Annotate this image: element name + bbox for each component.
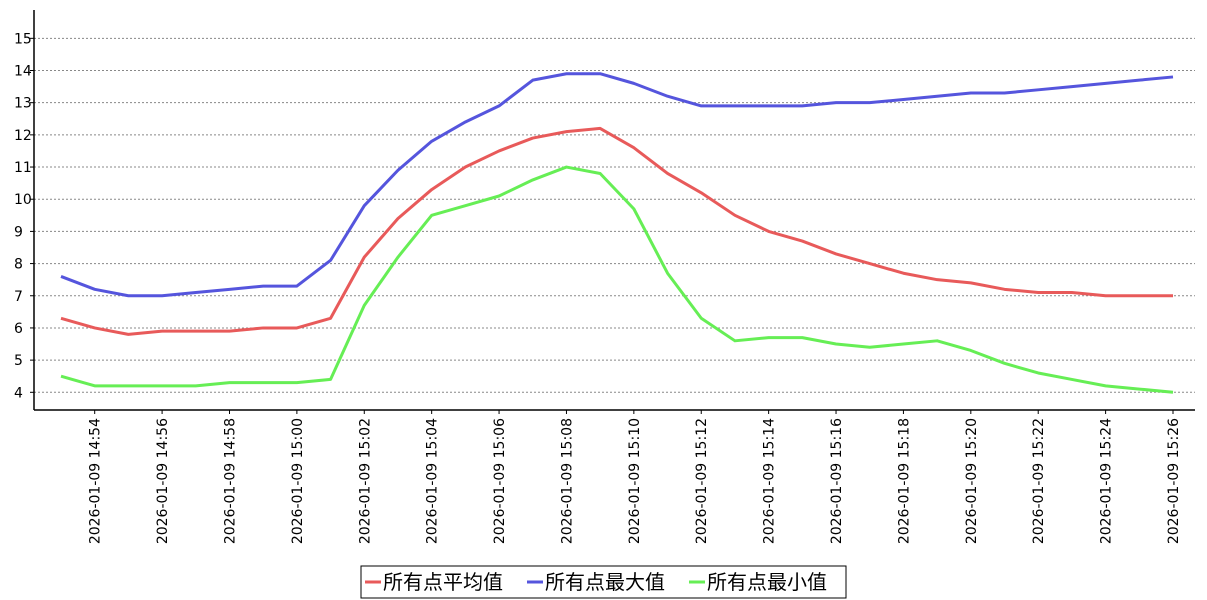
x-tick-label: 2026-01-09 15:06: [492, 418, 508, 544]
y-tick-label: 6: [14, 321, 23, 337]
y-tick-label: 5: [14, 353, 23, 369]
x-tick-label: 2026-01-09 15:22: [1031, 418, 1047, 544]
x-tick-label: 2026-01-09 15:08: [559, 418, 575, 544]
x-tick-label: 2026-01-09 14:56: [155, 418, 171, 544]
x-tick-label: 2026-01-09 15:14: [762, 418, 778, 544]
legend-label: 所有点最小值: [707, 570, 827, 594]
y-tick-label: 14: [14, 63, 32, 79]
series-line: [60, 126, 1173, 336]
x-tick-label: 2026-01-09 15:10: [627, 418, 643, 544]
x-tick-label: 2026-01-09 15:18: [896, 418, 912, 544]
y-tick-label: 11: [14, 160, 32, 176]
x-tick-label: 2026-01-09 14:58: [222, 418, 238, 544]
y-tick-label: 13: [14, 96, 32, 112]
legend-label: 所有点最大值: [545, 570, 665, 594]
x-tick-label: 2026-01-09 14:54: [88, 418, 104, 544]
x-tick-label: 2026-01-09 15:04: [425, 418, 441, 544]
y-tick-label: 12: [14, 128, 32, 144]
legend: 所有点平均值 所有点最大值 所有点最小值: [360, 565, 847, 599]
y-tick-label: 10: [14, 192, 32, 208]
x-tick-label: 2026-01-09 15:20: [964, 418, 980, 544]
x-tick-label: 2026-01-09 15:02: [357, 418, 373, 544]
y-tick-label: 9: [14, 224, 23, 240]
y-tick-label: 7: [14, 289, 23, 305]
legend-box: [360, 565, 847, 599]
legend-label: 所有点平均值: [383, 570, 503, 594]
y-tick-label: 4: [14, 385, 23, 401]
series-line: [60, 72, 1174, 298]
x-tick-label: 2026-01-09 15:00: [290, 418, 306, 544]
x-tick-label: 2026-01-09 15:16: [829, 418, 845, 544]
x-tick-label: 2026-01-09 15:24: [1099, 418, 1115, 544]
x-tick-label: 2026-01-09 15:26: [1166, 418, 1182, 544]
y-tick-label: 8: [14, 257, 23, 273]
series-line: [60, 165, 1174, 394]
x-tick-label: 2026-01-09 15:12: [694, 418, 710, 544]
y-tick-label: 15: [14, 31, 32, 47]
